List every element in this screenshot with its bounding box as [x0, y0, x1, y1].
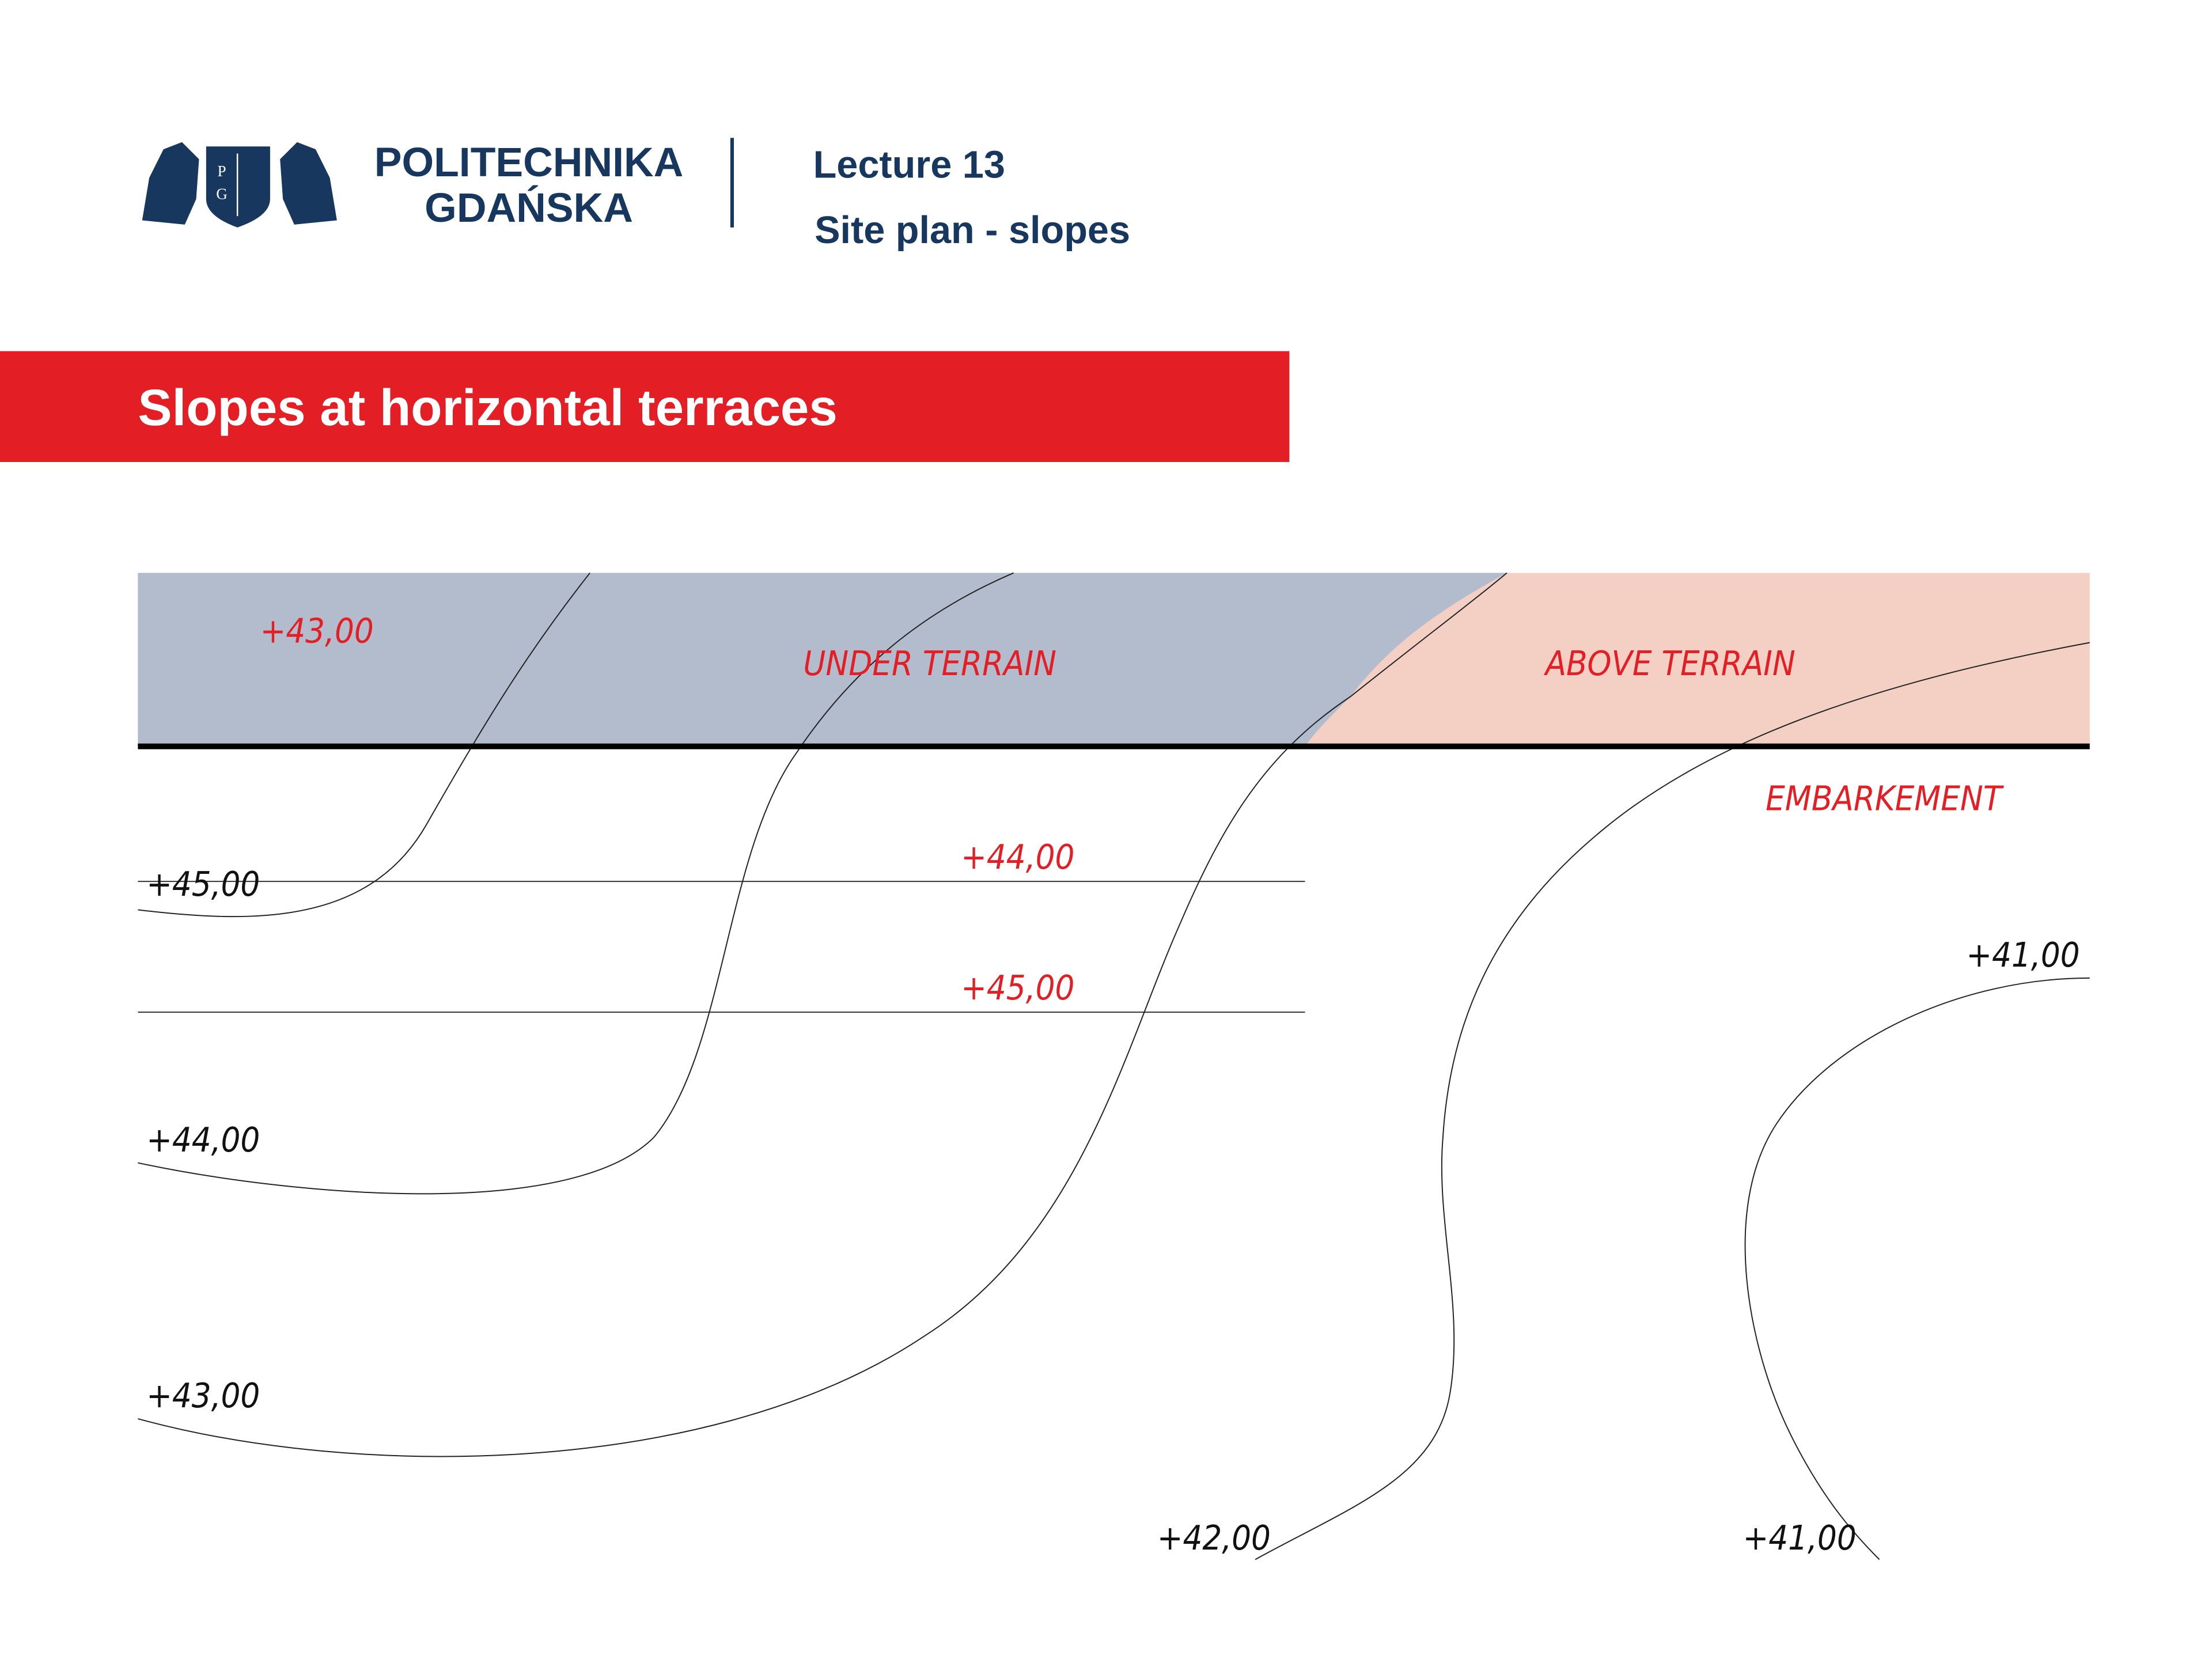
contour: [138, 572, 1014, 1195]
contour-label: +44,00: [146, 1120, 260, 1160]
region-label: EMBARKEMENT: [1766, 779, 2005, 819]
contour-label: +41,00: [1743, 1518, 1857, 1558]
contour: [1744, 977, 2090, 1560]
terrace-label: +45,00: [961, 968, 1074, 1007]
under-terrain-region: [138, 573, 1507, 747]
region-label: ABOVE TERRAIN: [1544, 643, 1796, 683]
title-banner: [0, 351, 1290, 463]
contour: [138, 572, 590, 918]
contour-label: +42,00: [1157, 1518, 1271, 1558]
section-title: Slopes at horizontal terraces: [138, 379, 837, 436]
logo-text: POLITECHNIKA: [374, 139, 684, 185]
logo: P G POLITECHNIKA GDAŃSKA: [142, 139, 684, 231]
lecture: Lecture 13: [813, 143, 1005, 186]
contour-label: +41,00: [1966, 935, 2080, 975]
terrace-label: +44,00: [961, 837, 1074, 877]
contour-label: +45,00: [146, 864, 260, 904]
logo-griffin-left: [142, 142, 199, 225]
contour: [1255, 642, 2090, 1560]
subtitle: Site plan - slopes: [815, 209, 1130, 252]
contour-label: +43,00: [146, 1376, 260, 1415]
terrace-label: +43,00: [260, 611, 374, 650]
contour: [138, 572, 1508, 1457]
logo-griffin-right: [280, 142, 337, 225]
logo-letter: G: [216, 185, 228, 203]
region-label: UNDER TERRAIN: [803, 643, 1056, 683]
logo-letter: P: [217, 162, 226, 180]
logo-text: GDAŃSKA: [425, 185, 633, 231]
